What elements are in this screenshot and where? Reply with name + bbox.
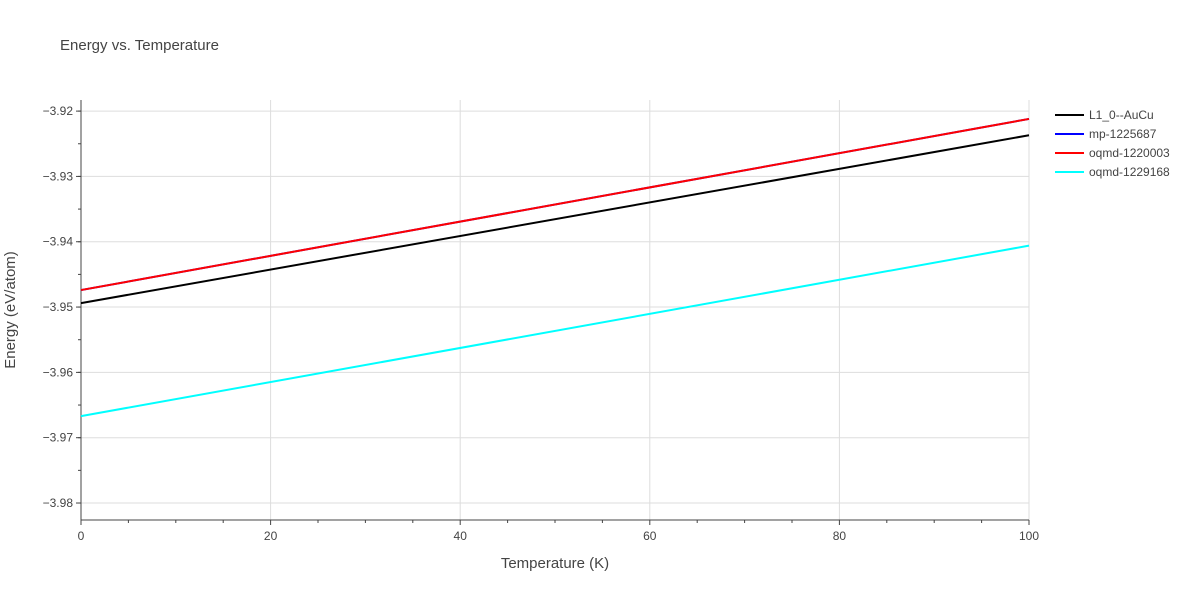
y-tick-label: −3.96 <box>43 365 74 379</box>
y-tick-label: −3.97 <box>43 431 74 445</box>
series-line-L1_0--AuCu <box>80 134 1030 305</box>
series-lines <box>80 117 1030 418</box>
y-tick-label: −3.93 <box>43 169 74 183</box>
x-tick-label: 60 <box>643 529 657 543</box>
series-line-oqmd-1229168 <box>80 244 1030 418</box>
x-tick-label: 40 <box>454 529 468 543</box>
axes <box>76 100 1030 525</box>
legend-item[interactable]: mp-1225687 <box>1055 127 1157 141</box>
y-tick-label: −3.94 <box>43 235 74 249</box>
legend-label: oqmd-1229168 <box>1089 165 1170 179</box>
chart-title: Energy vs. Temperature <box>60 37 219 54</box>
legend[interactable]: L1_0--AuCu mp-1225687 oqmd-1220003 oqmd-122… <box>1055 108 1170 179</box>
x-tick-label: 20 <box>264 529 278 543</box>
series-line-oqmd-1220003 <box>80 117 1030 292</box>
x-axis-title: Temperature (K) <box>501 555 609 572</box>
legend-item[interactable]: L1_0--AuCu <box>1055 108 1154 122</box>
legend-label: L1_0--AuCu <box>1089 108 1154 122</box>
x-tick-label: 80 <box>833 529 847 543</box>
y-tick-label: −3.98 <box>43 496 74 510</box>
legend-item[interactable]: oqmd-1220003 <box>1055 146 1170 160</box>
tick-labels: 0 20 40 60 80 100 −3.92 −3.93 −3.94 −3.95 −3.96 −3.… <box>43 104 1040 543</box>
legend-label: oqmd-1220003 <box>1089 146 1170 160</box>
y-tick-label: −3.92 <box>43 104 74 118</box>
x-tick-label: 100 <box>1019 529 1039 543</box>
y-tick-label: −3.95 <box>43 300 74 314</box>
legend-label: mp-1225687 <box>1089 127 1157 141</box>
y-axis-title: Energy (eV/atom) <box>2 251 19 369</box>
legend-item[interactable]: oqmd-1229168 <box>1055 165 1170 179</box>
x-tick-label: 0 <box>78 529 85 543</box>
grid <box>81 100 1030 520</box>
